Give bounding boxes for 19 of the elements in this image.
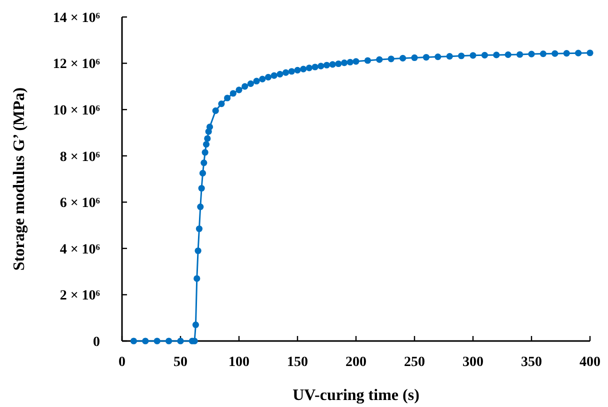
y-tick-label: 10 × 10⁶ [52,103,100,118]
x-tick-label: 100 [228,355,250,370]
x-tick-label: 150 [287,355,308,370]
x-tick-label: 0 [118,355,126,370]
y-tick-label: 0 [93,334,100,350]
x-axis-title: UV-curing time (s) [292,387,420,404]
y-axis-title: Storage modulus G’ (MPa) [11,87,28,271]
x-tick-label: 400 [580,355,600,370]
x-tick-label: 250 [404,355,425,370]
x-tick-label: 350 [521,355,542,370]
y-tick-label: 12 × 10⁶ [52,57,100,72]
y-tick-label: 6 × 10⁶ [60,196,100,212]
y-tick-label: 8 × 10⁶ [60,150,100,165]
y-tick-label: 4 × 10⁶ [60,242,100,258]
x-tick-label: 300 [462,355,484,370]
x-tick-label: 200 [346,355,366,370]
y-tick-label: 2 × 10⁶ [60,288,100,304]
y-tick-label: 14 × 10⁶ [52,10,100,26]
x-tick-label: 50 [174,355,188,370]
